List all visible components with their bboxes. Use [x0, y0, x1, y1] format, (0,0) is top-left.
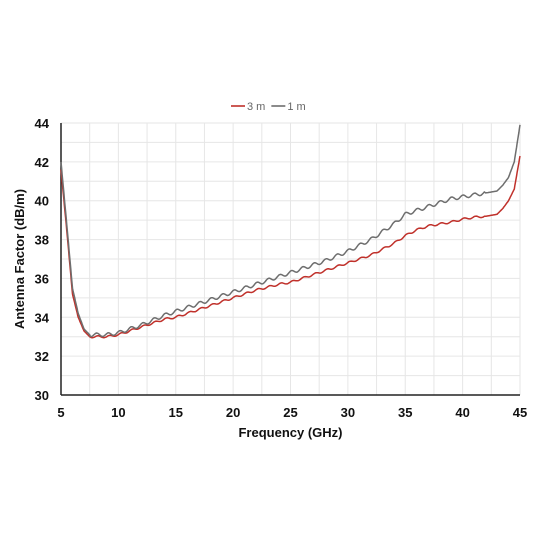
grid: [60, 122, 521, 396]
y-tick-label: 36: [35, 271, 49, 286]
legend-label: 3 m: [247, 101, 265, 113]
y-tick-label: 32: [35, 349, 49, 364]
x-tick-label: 15: [169, 405, 183, 420]
x-tick-label: 40: [455, 405, 469, 420]
x-tick-label: 25: [283, 405, 297, 420]
y-axis-title: Antenna Factor (dB/m): [12, 189, 27, 329]
y-tick-label: 38: [35, 233, 49, 248]
y-tick-label: 40: [35, 194, 49, 209]
y-tick-label: 34: [35, 310, 50, 325]
x-tick-label: 5: [57, 405, 64, 420]
legend: 3 m 1 m: [231, 101, 306, 113]
x-axis-title: Frequency (GHz): [238, 425, 342, 440]
y-tick-label: 30: [35, 388, 49, 403]
x-tick-label: 35: [398, 405, 412, 420]
series-line-3-m: [60, 155, 521, 339]
x-tick-label: 45: [513, 405, 527, 420]
x-tick-label: 30: [341, 405, 355, 420]
series-line-1-m: [60, 124, 521, 338]
y-tick-label: 42: [35, 155, 49, 170]
series-lines: [60, 124, 521, 339]
legend-label: 1 m: [287, 101, 305, 113]
x-tick-label: 20: [226, 405, 240, 420]
y-tick-label: 44: [35, 116, 50, 131]
x-tick-label: 10: [111, 405, 125, 420]
tick-labels: 5 10 15 20 25 30 35 40 45 30 32 34 36 38 40 42 44: [35, 116, 528, 420]
